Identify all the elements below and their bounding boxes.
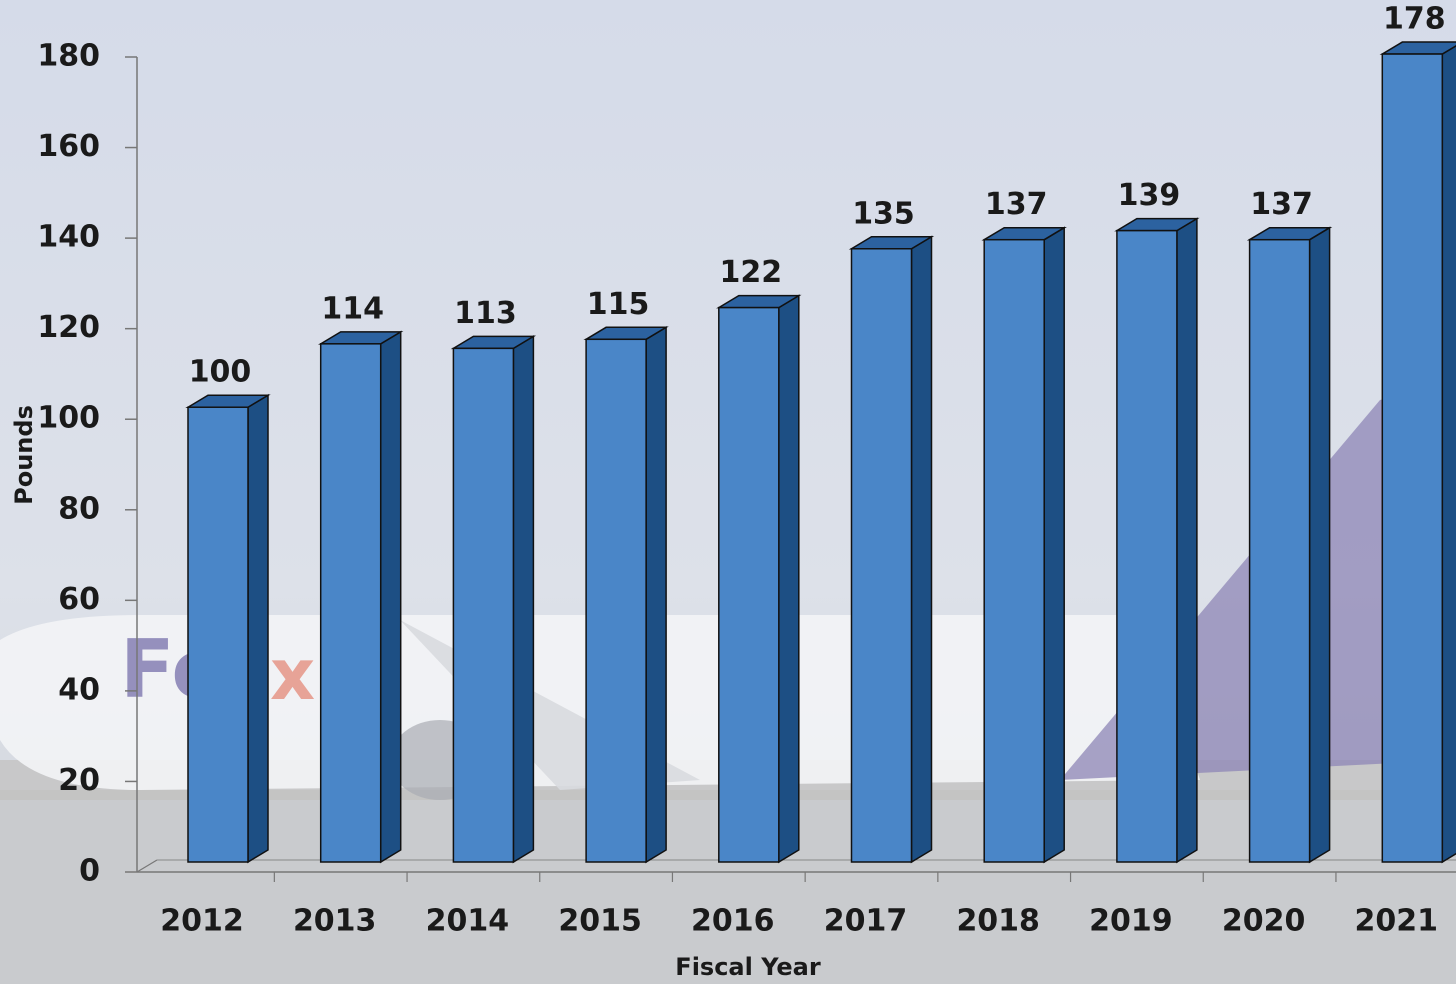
bar <box>1248 238 1311 863</box>
bar <box>1381 53 1444 863</box>
bg-logo: x <box>270 634 315 716</box>
x-tick-label: 2020 <box>1222 904 1306 939</box>
value-label: 113 <box>454 296 517 331</box>
y-tick-label: 20 <box>58 763 100 798</box>
bar-side <box>1441 44 1456 864</box>
value-label: 122 <box>719 255 782 290</box>
bar-side <box>1176 217 1198 864</box>
bar <box>1116 229 1178 863</box>
x-axis-label: Fiscal Year <box>675 953 821 981</box>
y-tick-label: 80 <box>58 491 100 526</box>
bar <box>585 338 647 863</box>
y-tick-label: 0 <box>79 854 100 889</box>
x-tick-label: 2018 <box>956 904 1040 939</box>
y-tick-label: 120 <box>37 310 100 345</box>
bar <box>319 343 382 863</box>
bar <box>983 238 1045 863</box>
x-tick-label: 2021 <box>1355 904 1439 939</box>
y-tick-label: 100 <box>37 401 100 436</box>
bar-side <box>379 330 402 864</box>
x-tick-label: 2017 <box>824 904 908 939</box>
y-axis-label: Pounds <box>10 405 38 505</box>
x-tick-label: 2015 <box>558 904 642 939</box>
bar-side <box>1308 226 1331 864</box>
y-tick-label: 180 <box>37 39 100 74</box>
bar <box>187 406 249 863</box>
bar-side <box>778 294 800 864</box>
value-label: 135 <box>852 196 915 231</box>
value-label: 100 <box>189 355 252 390</box>
bar <box>850 248 913 863</box>
bar-side <box>910 235 933 864</box>
value-label: 114 <box>321 291 384 326</box>
bar-side <box>645 325 667 864</box>
value-label: 139 <box>1118 178 1181 213</box>
x-tick-label: 2016 <box>691 904 775 939</box>
bar-side <box>512 335 535 864</box>
x-tick-label: 2012 <box>160 904 244 939</box>
x-tick-label: 2019 <box>1089 904 1173 939</box>
bar-side <box>247 393 269 864</box>
x-tick-label: 2013 <box>293 904 377 939</box>
bar <box>718 306 780 863</box>
value-label: 178 <box>1383 2 1446 37</box>
x-tick-label: 2014 <box>426 904 510 939</box>
y-tick-label: 40 <box>58 672 100 707</box>
value-label: 137 <box>1250 187 1313 222</box>
value-label: 137 <box>985 187 1048 222</box>
floor-edge <box>136 859 158 873</box>
y-tick-label: 140 <box>37 220 100 255</box>
y-tick-label: 60 <box>58 582 100 617</box>
value-label: 115 <box>587 287 650 322</box>
bar <box>452 347 515 863</box>
bar-side <box>1043 226 1065 864</box>
y-tick-label: 160 <box>37 129 100 164</box>
